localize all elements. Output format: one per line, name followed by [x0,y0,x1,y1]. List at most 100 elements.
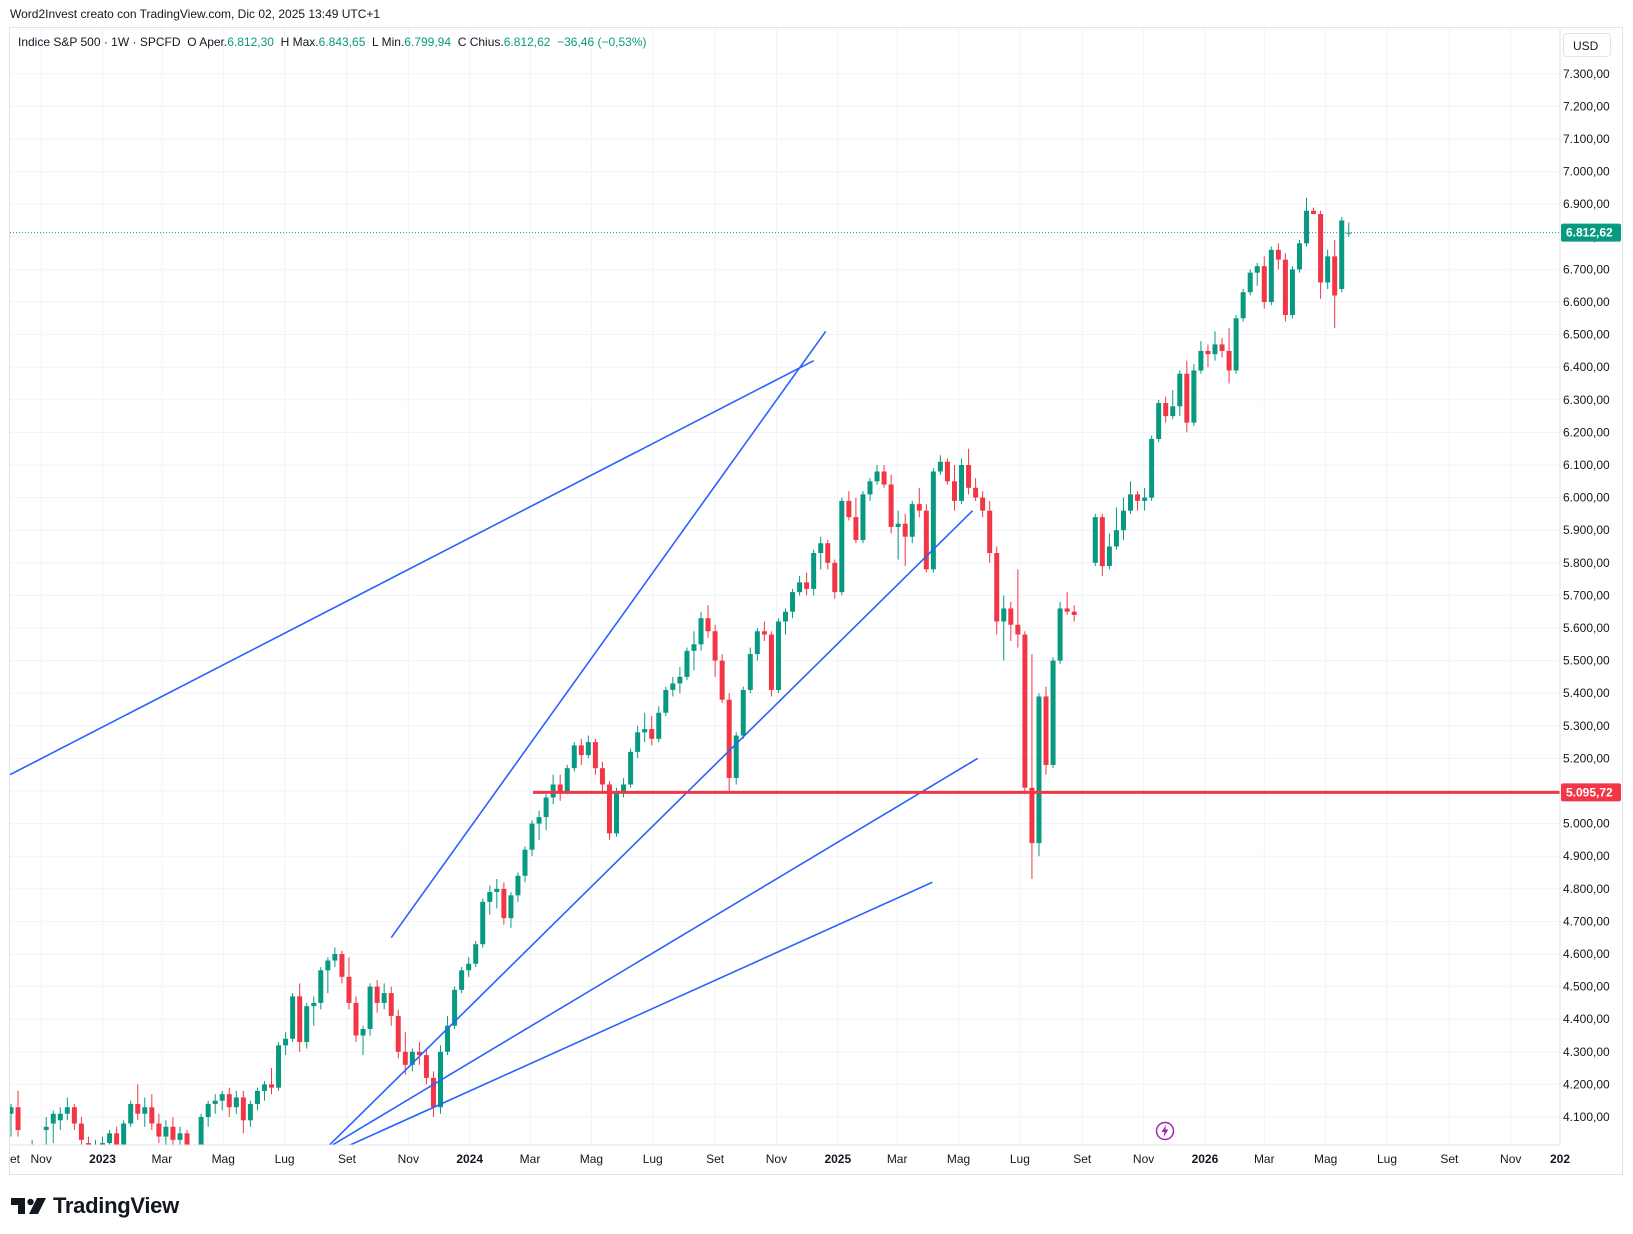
candle-up [409,1048,415,1072]
candle-up [874,465,880,485]
legend-high-label: H [280,35,290,49]
candle-body [1036,696,1042,844]
candle-body [642,729,648,733]
candle-body [1177,373,1183,407]
candle-up [261,1081,267,1101]
candle-down [114,1126,120,1145]
time-tick-label: 202 [1550,1152,1570,1166]
candle-up [1142,487,1148,511]
candle-up [31,1139,33,1145]
candle-body [226,1094,232,1108]
candle-body [480,901,486,945]
time-tick-label: Lug [643,1152,663,1166]
candle-body [754,631,760,655]
candle-body [1128,494,1134,511]
candle-up [867,478,873,501]
candle-body [599,768,605,785]
candle-body [529,823,535,850]
candle-up [1001,595,1007,661]
legend-change: −36,46 (−0,53%) [557,35,647,49]
candle-down [902,513,908,567]
price-tick-label: 7.000,00 [1563,165,1610,179]
candle-body [959,465,965,501]
candle-body [473,944,479,964]
candle-body [198,1117,204,1145]
time-tick-label: Lug [275,1152,295,1166]
candle-up [360,1025,366,1056]
price-tick-label: 5.300,00 [1563,719,1610,733]
candle-up [459,967,465,994]
candle-up [585,735,591,759]
candle-body [783,611,789,622]
candle-down [339,950,345,984]
candle-down [430,1071,436,1117]
candle-up [747,647,753,694]
candle-down [184,1130,190,1145]
candle-down [1219,337,1225,358]
symbol-legend: Indice S&P 500 · 1W · SPCFD O Aper.6.812… [18,35,647,49]
tradingview-logo[interactable]: TradingView [11,1193,179,1219]
candle-down [1275,243,1281,270]
candle-down [832,559,838,599]
candle-body [1339,220,1345,289]
candle-up [733,732,739,785]
candle-down [170,1117,176,1145]
time-tick-label: Mar [520,1152,541,1166]
legend-open-prefix: Aper. [199,35,228,49]
candle-body [15,1107,21,1131]
price-tick-label: 6.000,00 [1563,491,1610,505]
candle-body [339,954,345,977]
chart-frame [9,27,1623,1175]
trendline [348,881,933,1145]
price-tick-label: 5.000,00 [1563,817,1610,831]
time-tick-label: 2026 [1192,1152,1219,1166]
candle-down [1022,631,1028,795]
candle-down [726,693,732,791]
candle-body [501,888,507,919]
lightning-icon[interactable] [1155,1121,1175,1141]
candle-up [276,1042,282,1091]
candle-body [944,461,950,482]
candle-body [839,500,845,593]
candle-up [1156,399,1162,443]
candle-up [783,608,789,635]
candle-body [677,676,683,684]
currency-button[interactable]: USD [1563,33,1611,57]
candle-body [395,1015,401,1052]
price-tick-label: 4.800,00 [1563,882,1610,896]
candle-body [790,592,796,612]
trendline [10,359,815,776]
candle-body [1289,269,1295,316]
candle-body [43,1126,49,1131]
time-tick-label: Nov [1133,1152,1154,1166]
candle-up [1346,222,1352,237]
candle-down [825,539,831,570]
candle-body [705,618,711,632]
candle-up [1296,240,1302,273]
price-tick-label: 5.200,00 [1563,751,1610,765]
candle-up [1128,481,1134,514]
candle-down [135,1084,141,1121]
candle-body [621,784,627,791]
candle-body [1156,403,1162,439]
chart-attribution: Word2Invest creato con TradingView.com, … [10,7,381,21]
candle-body [663,689,669,713]
candle-body [142,1107,148,1114]
time-tick-label: Mag [580,1152,603,1166]
candle-down [881,465,887,488]
candle-body [980,497,986,511]
candle-up [1170,390,1176,420]
support-level-badge-text: 5.095,72 [1566,785,1613,799]
time-tick-label: Mag [947,1152,970,1166]
time-tick-label: Mar [1254,1152,1275,1166]
candle-body [691,644,697,651]
candle-up [1339,217,1345,293]
candle-down [980,491,986,518]
candle-body [494,888,500,893]
candle-down [78,1117,84,1145]
candle-up [550,774,556,805]
candle-down [888,474,894,534]
candle-body [1106,546,1112,567]
legend-low-label: L [372,35,379,49]
